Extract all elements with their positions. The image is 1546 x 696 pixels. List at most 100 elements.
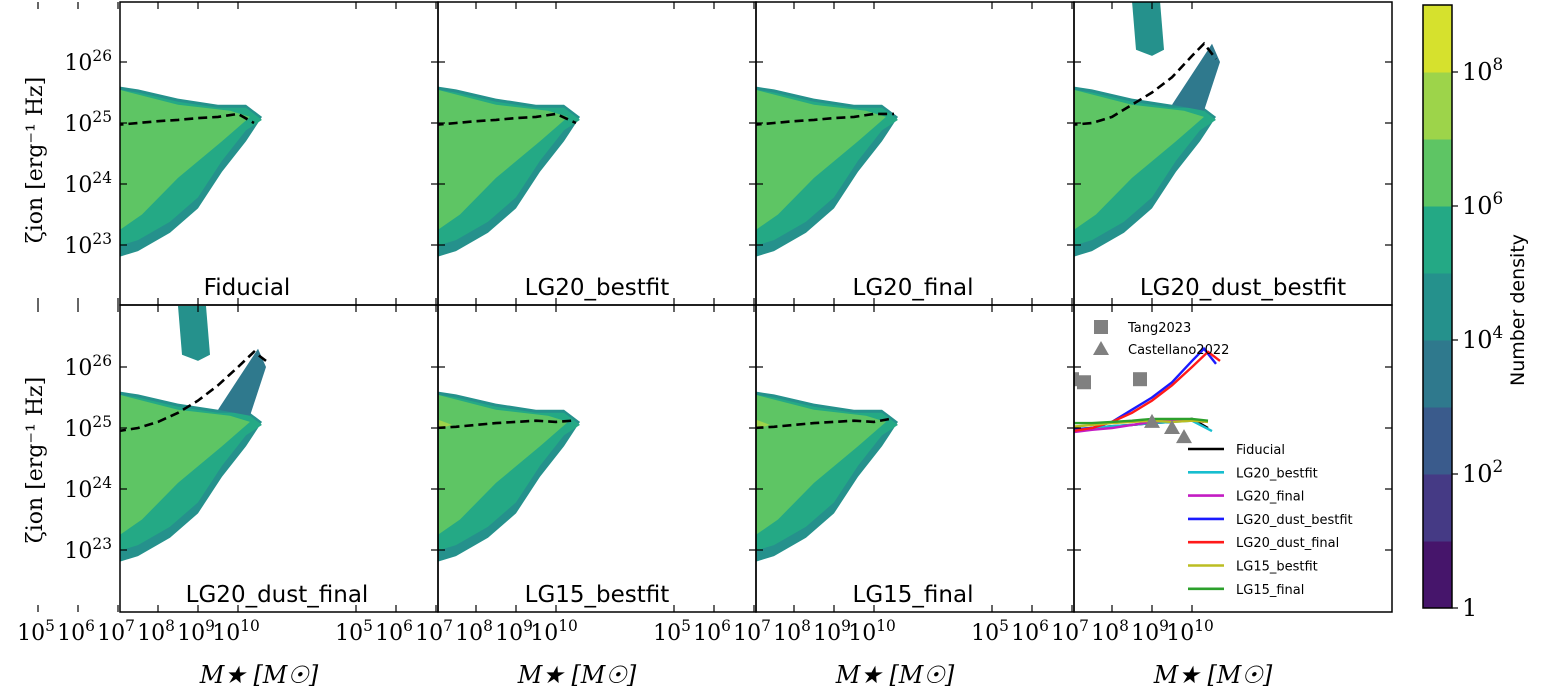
colorbar: 1 102 104 106 108 Number density — [1422, 4, 1529, 622]
x-tick-label: 105 — [653, 617, 691, 646]
colorbar-band — [1423, 474, 1452, 542]
density-level-3 — [642, 82, 754, 227]
x-tick-label: 105 — [335, 617, 373, 646]
panels-group — [120, 2, 1221, 562]
legend-label-lg20-dust-bestfit: LG20_dust_bestfit — [1236, 513, 1353, 528]
obs-point-castellano2022 — [1176, 429, 1192, 444]
obs-point-tang2023 — [1074, 372, 1079, 387]
panel-title: LG20_dust_bestfit — [1140, 275, 1346, 301]
x-tick-label: 109 — [1131, 617, 1169, 646]
density-level-4 — [658, 86, 674, 93]
density-level-2 — [438, 89, 568, 230]
y-tick-label: 1024 — [64, 474, 112, 503]
panel-lg20-bestfit — [438, 86, 580, 257]
y-tick-label: 1025 — [64, 108, 112, 137]
series-line-lg15-final — [1074, 417, 1209, 425]
obs-point-castellano2022 — [1144, 413, 1160, 428]
x-tick-label: 106 — [1011, 617, 1049, 646]
x-tick-label: 107 — [415, 617, 453, 646]
legend-label-lg15-bestfit: LG15_bestfit — [1236, 560, 1318, 575]
series-line-lg20-dust-final — [1074, 350, 1221, 433]
panel-title: LG15_bestfit — [525, 582, 670, 608]
x-tick-label: 108 — [455, 617, 493, 646]
x-axis-label: M★ [M☉] — [1153, 661, 1273, 689]
density-level-4 — [336, 398, 432, 425]
density-level-2 — [120, 394, 250, 535]
panel-title: Fiducial — [204, 275, 291, 301]
colorbar-band — [1423, 206, 1452, 274]
panel-lg15-final — [654, 391, 898, 562]
x-tick-label: 109 — [177, 617, 215, 646]
legend-label-fiducial: Fiducial — [1236, 443, 1285, 458]
median-curve — [120, 112, 255, 126]
obs-point-castellano2022 — [1036, 380, 1052, 394]
panel-frame — [1073, 304, 1393, 613]
density-level-2 — [756, 89, 886, 230]
panel-lg20-dust-bestfit — [1074, 2, 1220, 257]
x-tick-label: 105 — [971, 617, 1009, 646]
colorbar-label: Number density — [1507, 234, 1529, 386]
x-tick-label: 108 — [773, 617, 811, 646]
panel-title: LG15_final — [853, 582, 974, 608]
legend-label-tang2023: Tang2023 — [1127, 321, 1191, 336]
colorbar-frame — [1422, 4, 1453, 609]
series-line-lg15-bestfit — [1074, 419, 1209, 428]
density-level-2 — [756, 394, 886, 535]
colorbar-tick-label: 108 — [1462, 54, 1503, 86]
obs-point-castellano2022 — [1164, 420, 1180, 434]
y-tick-label: 1024 — [64, 169, 112, 198]
obs-point-tang2023 — [1057, 384, 1071, 398]
panel-lg15-bestfit — [336, 391, 580, 562]
x-axis-label: M★ [M☉] — [835, 661, 955, 689]
x-tick-label: 105 — [17, 617, 55, 646]
density-level-2 — [120, 89, 250, 230]
x-tick-label: 107 — [733, 617, 771, 646]
colorbar-tick-label: 106 — [1462, 188, 1503, 220]
colorbar-band — [1423, 72, 1452, 140]
x-tick-label: 106 — [693, 617, 731, 646]
y-tick-label: 1026 — [64, 47, 112, 76]
x-tick-label: 108 — [1091, 617, 1129, 646]
colorbar-band — [1423, 5, 1452, 73]
y-axis-label: ζion [erg⁻¹ Hz] — [23, 377, 48, 543]
legend-label-castellano2022: Castellano2022 — [1128, 343, 1229, 358]
density-plume — [178, 306, 210, 361]
panel-comparison — [1036, 346, 1221, 444]
density-plume — [1132, 2, 1164, 56]
density-level-2 — [1074, 89, 1204, 230]
colorbar-tick-label: 104 — [1462, 322, 1503, 354]
density-high-mass-tail — [1172, 43, 1220, 111]
panel-lg20-final — [642, 82, 898, 257]
colorbar-tick-label: 102 — [1462, 456, 1503, 488]
x-tick-label: 108 — [137, 617, 175, 646]
y-tick-label: 1025 — [64, 413, 112, 442]
obs-point-tang2023 — [1133, 372, 1147, 387]
x-axis-label: M★ [M☉] — [517, 661, 637, 689]
colorbar-band — [1423, 273, 1452, 341]
x-tick-label: 106 — [57, 617, 95, 646]
x-tick-label: 1010 — [212, 617, 260, 646]
panel-title: LG20_bestfit — [525, 275, 670, 301]
x-tick-label: 109 — [495, 617, 533, 646]
x-tick-label: 107 — [97, 617, 135, 646]
x-tick-label: 1010 — [848, 617, 896, 646]
colorbar-band — [1423, 407, 1452, 475]
panel-lg20-dust-final — [120, 306, 267, 562]
density-level-3 — [438, 419, 452, 429]
median-curve — [438, 112, 577, 126]
x-axis-label: M★ [M☉] — [199, 661, 319, 689]
panel-fiducial — [120, 86, 262, 257]
colorbar-band — [1423, 541, 1452, 609]
y-tick-label: 1023 — [64, 535, 112, 564]
median-curve — [120, 350, 267, 433]
density-level-2 — [438, 394, 568, 535]
legend-marker-castellano2022 — [1093, 341, 1109, 355]
density-level-4 — [654, 398, 750, 425]
legend-label-lg20-final: LG20_final — [1236, 490, 1304, 505]
legend-label-lg20-dust-final: LG20_dust_final — [1236, 536, 1339, 551]
median-curve — [756, 112, 894, 126]
x-tick-label: 1010 — [530, 617, 578, 646]
x-tick-label: 1010 — [1166, 617, 1214, 646]
panel-title: LG20_dust_final — [186, 582, 369, 608]
